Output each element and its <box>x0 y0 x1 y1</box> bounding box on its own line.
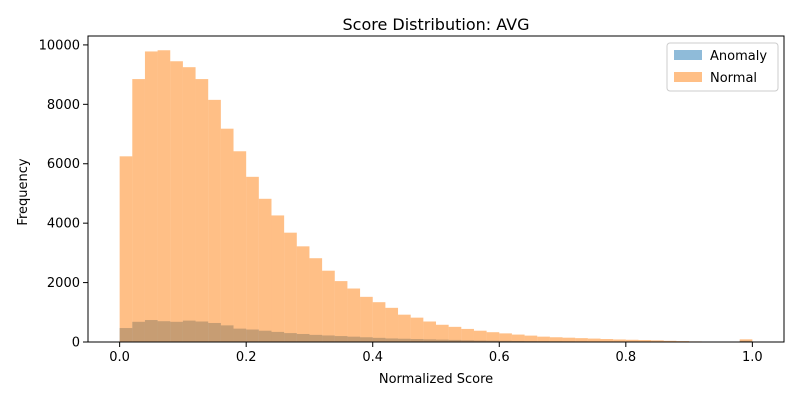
legend-label-anomaly: Anomaly <box>710 49 767 64</box>
legend-swatch-normal <box>674 72 702 82</box>
bar-normal-41 <box>638 340 652 342</box>
plot-frame <box>87 35 785 343</box>
bar-normal-28 <box>473 330 487 342</box>
y-tick-label: 2000 <box>47 276 80 291</box>
bar-normal-16 <box>322 270 335 342</box>
bar-normal-6 <box>195 79 209 342</box>
y-tick-label: 4000 <box>47 217 80 232</box>
x-tick-label: 0.0 <box>109 350 130 365</box>
bar-normal-13 <box>284 232 297 342</box>
bar-normal-29 <box>486 332 500 342</box>
bar-normal-30 <box>499 333 512 342</box>
x-tick-label: 0.8 <box>615 350 636 365</box>
bar-normal-5 <box>182 67 196 342</box>
bar-normal-10 <box>246 176 259 342</box>
bar-normal-49 <box>739 339 753 342</box>
bar-normal-42 <box>651 340 664 342</box>
bar-normal-32 <box>524 335 538 342</box>
bar-normal-39 <box>613 339 626 342</box>
y-tick-label: 0 <box>72 336 80 351</box>
y-tick-label: 8000 <box>47 98 80 113</box>
bar-normal-37 <box>587 338 601 342</box>
bar-normal-36 <box>575 338 588 342</box>
bar-normal-35 <box>562 337 576 342</box>
x-tick-label: 0.4 <box>362 350 383 365</box>
bar-normal-40 <box>625 339 639 342</box>
bar-normal-14 <box>296 246 310 342</box>
bar-normal-9 <box>233 151 247 342</box>
bar-normal-20 <box>372 302 386 342</box>
bar-normal-19 <box>360 296 373 342</box>
x-axis-label: Normalized Score <box>379 372 493 387</box>
bar-normal-22 <box>398 314 411 342</box>
ticks-layer: 0.0 0.2 0.4 0.6 0.8 1.0 0 2000 4000 6000 8000 10000 <box>39 38 763 365</box>
bar-normal-34 <box>549 337 563 342</box>
bar-normal-38 <box>600 339 614 342</box>
bar-normal-43 <box>663 340 677 342</box>
chart-title: Score Distribution: AVG <box>343 15 530 34</box>
bar-normal-3 <box>157 50 171 342</box>
bar-normal-4 <box>170 61 183 342</box>
bar-normal-24 <box>423 321 436 342</box>
bar-normal-27 <box>461 328 474 342</box>
bar-normal-0 <box>119 156 133 342</box>
bar-normal-18 <box>347 288 361 342</box>
y-axis-label: Frequency <box>16 158 31 225</box>
x-tick-label: 0.6 <box>489 350 510 365</box>
bar-normal-31 <box>511 334 525 342</box>
bar-normal-23 <box>410 317 424 342</box>
legend-swatch-anomaly <box>674 50 702 60</box>
bar-normal-7 <box>208 99 221 343</box>
bar-normal-15 <box>309 258 323 342</box>
legend-label-normal: Normal <box>710 71 757 86</box>
bar-normal-26 <box>448 326 462 342</box>
bar-normal-25 <box>436 324 449 342</box>
y-tick-label: 10000 <box>39 38 80 53</box>
bar-normal-2 <box>144 51 158 342</box>
bar-normal-21 <box>385 307 399 342</box>
bar-normal-33 <box>537 336 550 342</box>
bar-normal-8 <box>220 128 234 342</box>
bar-normal-17 <box>334 281 348 342</box>
bar-normal-11 <box>258 198 272 342</box>
y-tick-label: 6000 <box>47 157 80 172</box>
legend: Anomaly Normal <box>666 42 779 92</box>
x-tick-label: 0.2 <box>236 350 257 365</box>
x-tick-label: 1.0 <box>742 350 763 365</box>
bar-normal-12 <box>271 215 285 342</box>
bar-normal-1 <box>132 79 145 342</box>
bars-layer <box>119 50 753 343</box>
